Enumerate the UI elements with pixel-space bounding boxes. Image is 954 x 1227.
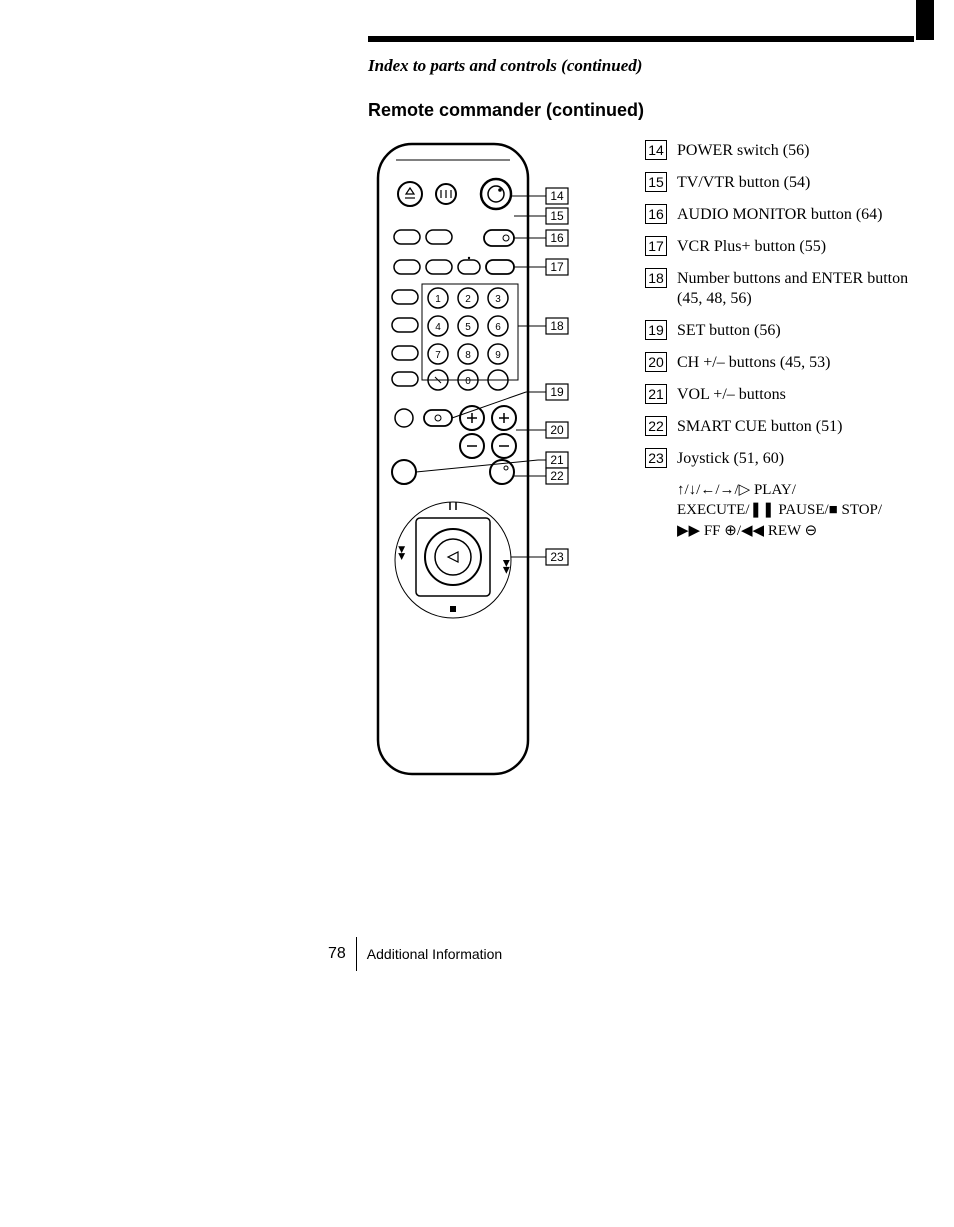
callout-text: SMART CUE button (51)	[677, 416, 842, 437]
svg-text:3: 3	[495, 294, 501, 305]
footer-divider	[356, 937, 357, 971]
svg-text:▶▶: ▶▶	[502, 560, 512, 574]
header-rule	[368, 36, 914, 42]
page-number: 78	[328, 945, 356, 963]
callout-list: 14 POWER switch (56) 15 TV/VTR button (5…	[645, 140, 925, 541]
callout-text: AUDIO MONITOR button (64)	[677, 204, 882, 225]
svg-text:19: 19	[550, 385, 564, 399]
svg-text:21: 21	[550, 453, 564, 467]
callout-text: Joystick (51, 60)	[677, 448, 784, 469]
svg-text:1: 1	[435, 294, 441, 305]
callout-number: 23	[645, 448, 667, 468]
svg-text:6: 6	[495, 322, 501, 333]
section-heading: Remote commander (continued)	[368, 100, 644, 121]
svg-text:7: 7	[435, 350, 441, 361]
callout-item: 14 POWER switch (56)	[645, 140, 925, 161]
joystick-line1: ↑/↓/←/→/▷ PLAY/	[677, 480, 925, 500]
callout-item: 18 Number buttons and ENTER button (45, …	[645, 268, 925, 309]
svg-text:5: 5	[465, 322, 471, 333]
callout-number: 17	[645, 236, 667, 256]
svg-text:18: 18	[550, 319, 564, 333]
svg-text:0: 0	[465, 376, 471, 387]
remote-figure: 1 2 3 4 5 6 7 8 9 0	[368, 140, 578, 780]
footer-section-label: Additional Information	[367, 946, 502, 962]
callout-item: 16 AUDIO MONITOR button (64)	[645, 204, 925, 225]
callout-number: 19	[645, 320, 667, 340]
callout-number: 20	[645, 352, 667, 372]
callout-item: 17 VCR Plus+ button (55)	[645, 236, 925, 257]
callout-item: 22 SMART CUE button (51)	[645, 416, 925, 437]
callout-number: 14	[645, 140, 667, 160]
callout-item: 20 CH +/– buttons (45, 53)	[645, 352, 925, 373]
svg-text:14: 14	[550, 189, 564, 203]
callout-item: 15 TV/VTR button (54)	[645, 172, 925, 193]
callout-item: 21 VOL +/– buttons	[645, 384, 925, 405]
svg-text:◀◀: ◀◀	[396, 546, 406, 560]
remote-svg: 1 2 3 4 5 6 7 8 9 0	[368, 140, 578, 780]
page-edge-tab	[916, 0, 934, 40]
callout-text: VOL +/– buttons	[677, 384, 786, 405]
callout-text: Number buttons and ENTER button (45, 48,…	[677, 268, 925, 309]
callout-item: 19 SET button (56)	[645, 320, 925, 341]
svg-text:15: 15	[550, 209, 564, 223]
callout-number: 15	[645, 172, 667, 192]
callout-text: VCR Plus+ button (55)	[677, 236, 826, 257]
svg-text:20: 20	[550, 423, 564, 437]
svg-text:16: 16	[550, 231, 564, 245]
callout-number: 16	[645, 204, 667, 224]
svg-text:17: 17	[550, 260, 564, 274]
svg-text:4: 4	[435, 322, 441, 333]
svg-text:9: 9	[495, 350, 501, 361]
joystick-line2: EXECUTE/❚❚ PAUSE/■ STOP/	[677, 500, 925, 520]
svg-text:23: 23	[550, 550, 564, 564]
callout-item: 23 Joystick (51, 60)	[645, 448, 925, 469]
callout-number: 22	[645, 416, 667, 436]
joystick-subtext: ↑/↓/←/→/▷ PLAY/ EXECUTE/❚❚ PAUSE/■ STOP/…	[677, 480, 925, 541]
callout-text: SET button (56)	[677, 320, 781, 341]
svg-text:8: 8	[465, 350, 471, 361]
callout-number: 18	[645, 268, 667, 288]
callout-text: CH +/– buttons (45, 53)	[677, 352, 830, 373]
running-header: Index to parts and controls (continued)	[368, 56, 642, 76]
callout-number: 21	[645, 384, 667, 404]
svg-text:2: 2	[465, 294, 471, 305]
svg-text:22: 22	[550, 469, 564, 483]
callout-text: TV/VTR button (54)	[677, 172, 810, 193]
joystick-line3: ▶▶ FF ⊕/◀◀ REW ⊖	[677, 521, 925, 541]
callout-text: POWER switch (56)	[677, 140, 809, 161]
page-footer: 78 Additional Information	[328, 937, 502, 971]
